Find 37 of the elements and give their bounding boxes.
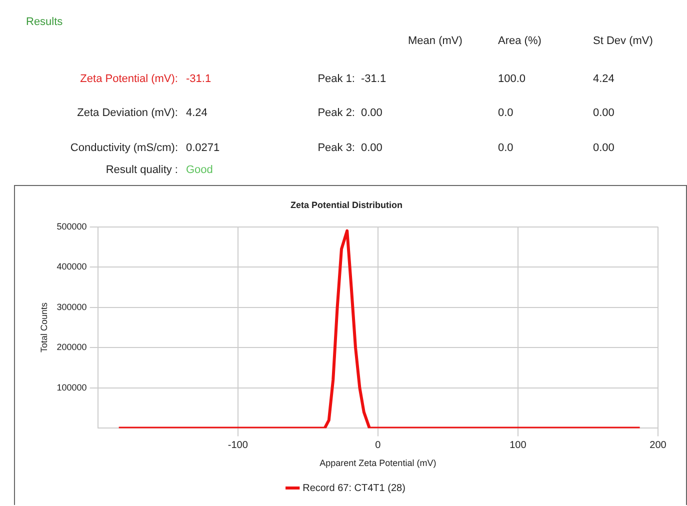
text: Zeta Potential (mV): bbox=[80, 73, 178, 86]
chart-title: Zeta Potential Distribution bbox=[290, 200, 403, 210]
text: -31.1 bbox=[186, 73, 212, 86]
text: 100.0 bbox=[498, 73, 526, 86]
y-axis-title: Total Counts bbox=[38, 302, 49, 353]
y-tick-label: 400000 bbox=[56, 262, 87, 272]
text: St Dev (mV) bbox=[593, 35, 653, 48]
text: Peak 1: bbox=[318, 73, 355, 86]
text: Conductivity (mS/cm): bbox=[70, 142, 178, 155]
text: 4.24 bbox=[186, 107, 208, 120]
text: 0.00 bbox=[593, 142, 614, 155]
x-tick-label: 100 bbox=[510, 440, 527, 451]
text: Results bbox=[26, 16, 63, 29]
text: 0.00 bbox=[593, 107, 614, 120]
text: Peak 2: bbox=[318, 107, 355, 120]
x-axis-title: Apparent Zeta Potential (mV) bbox=[320, 458, 436, 468]
text: -31.1 bbox=[361, 73, 386, 86]
text: Result quality : bbox=[106, 164, 178, 177]
y-tick-label: 300000 bbox=[56, 302, 87, 312]
text: 0.00 bbox=[361, 107, 382, 120]
text: Good bbox=[186, 164, 213, 177]
x-tick-label: -100 bbox=[228, 440, 248, 451]
y-tick-label: 200000 bbox=[56, 342, 87, 352]
text: 0.00 bbox=[361, 142, 382, 155]
text: Mean (mV) bbox=[408, 35, 462, 48]
text: Peak 3: bbox=[318, 142, 355, 155]
text: 0.0271 bbox=[186, 142, 220, 155]
y-tick-label: 500000 bbox=[56, 221, 87, 232]
text: 0.0 bbox=[498, 107, 514, 120]
legend-label: Record 67: CT4T1 (28) bbox=[302, 482, 406, 494]
text: Zeta Deviation (mV): bbox=[77, 107, 178, 120]
text: Area (%) bbox=[498, 35, 542, 48]
text: 0.0 bbox=[498, 142, 514, 155]
text: 4.24 bbox=[593, 73, 614, 86]
x-tick-label: 0 bbox=[375, 440, 382, 451]
y-tick-label: 100000 bbox=[56, 382, 87, 392]
x-tick-label: 200 bbox=[650, 440, 667, 451]
